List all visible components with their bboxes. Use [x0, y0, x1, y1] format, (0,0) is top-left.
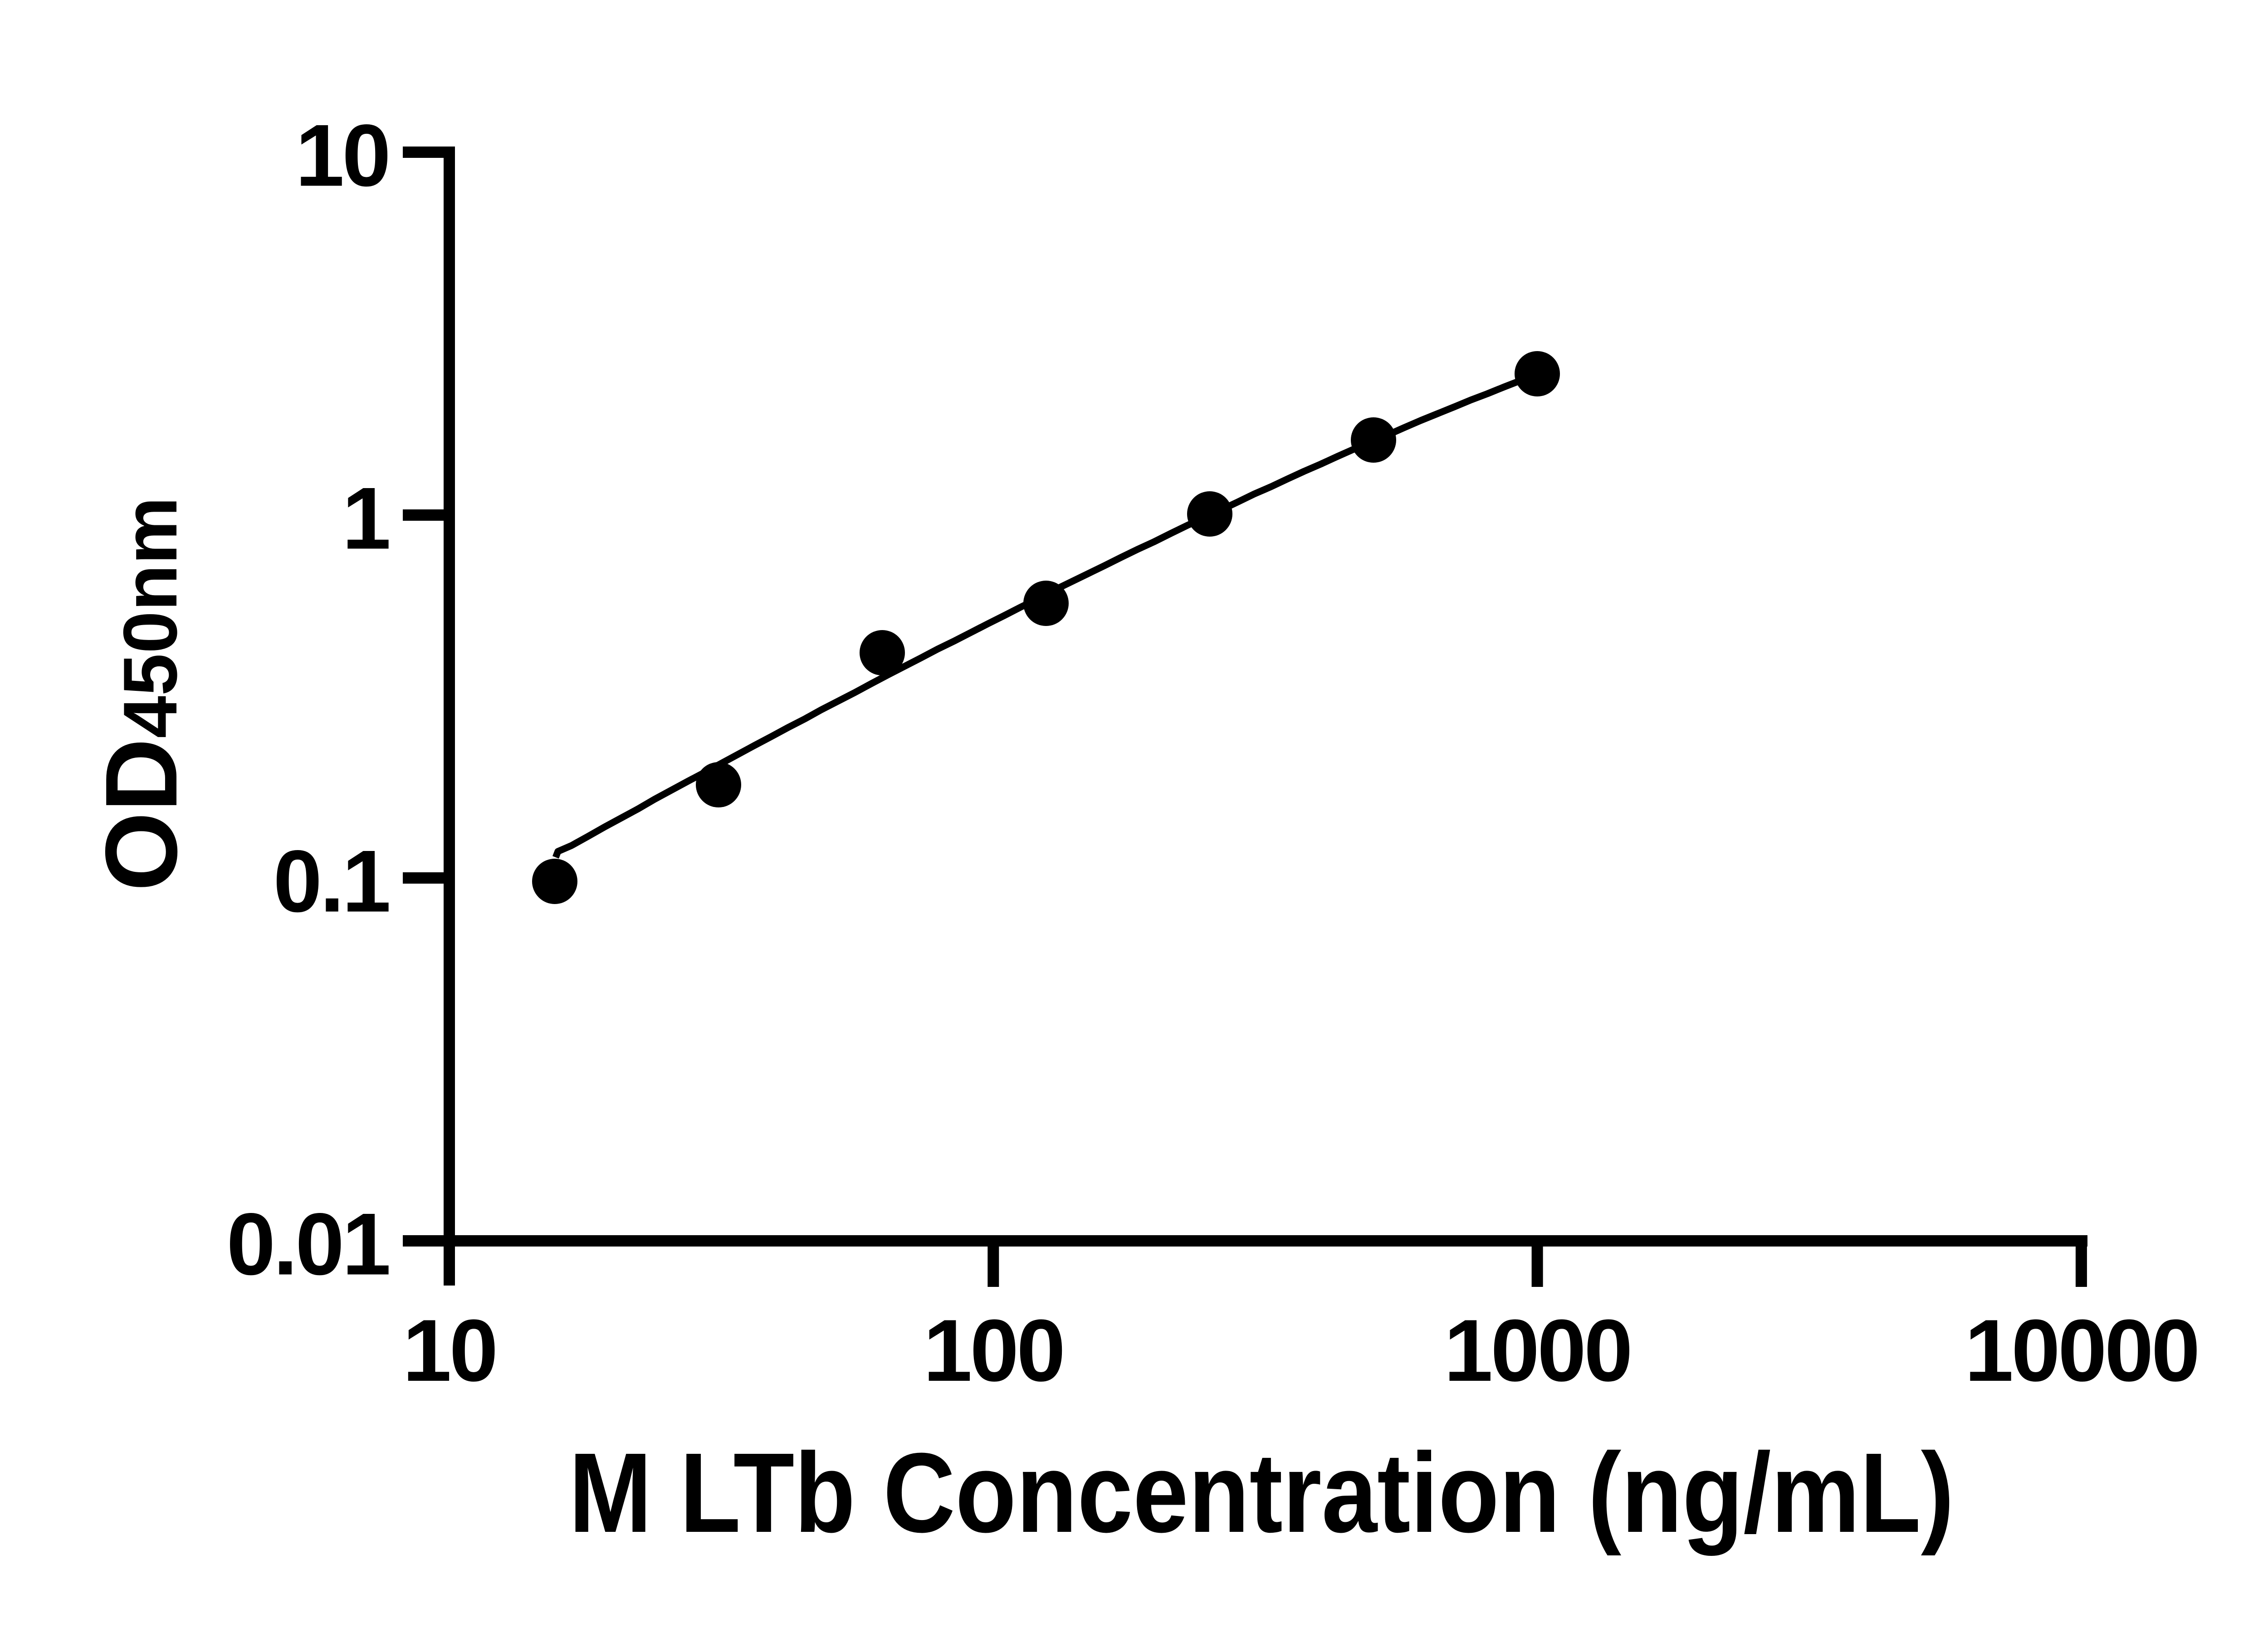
- svg-text:10: 10: [403, 1301, 496, 1400]
- svg-text:100: 100: [923, 1301, 1063, 1400]
- svg-text:1000: 1000: [1444, 1301, 1631, 1400]
- svg-text:OD450nm: OD450nm: [84, 497, 198, 891]
- svg-text:10000: 10000: [1965, 1301, 2198, 1400]
- svg-text:1: 1: [342, 469, 389, 568]
- svg-text:0.1: 0.1: [273, 832, 389, 931]
- svg-text:0.01: 0.01: [226, 1195, 389, 1294]
- svg-text:M LTb Concentration (ng/mL): M LTb Concentration (ng/mL): [569, 1429, 1954, 1556]
- svg-text:10: 10: [295, 107, 389, 205]
